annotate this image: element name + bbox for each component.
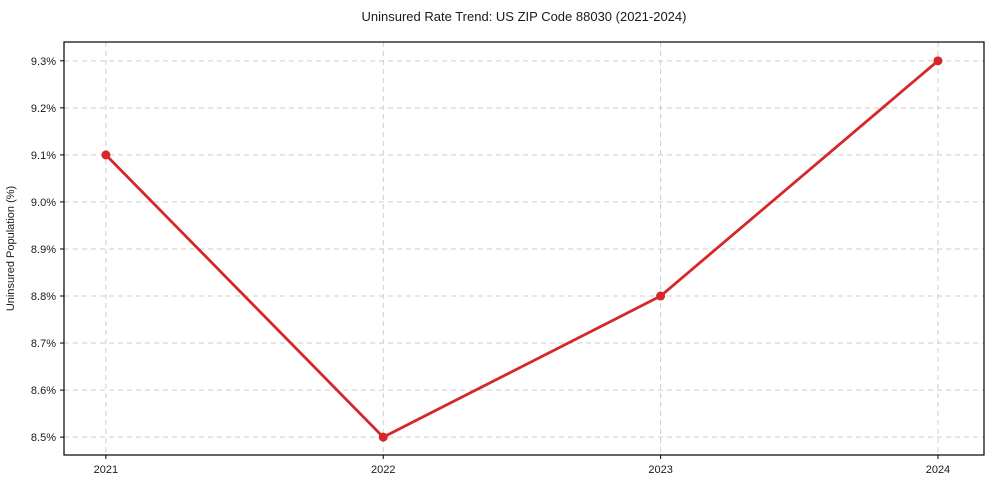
y-tick-label: 9.1% — [31, 150, 56, 162]
x-tick-label: 2023 — [648, 464, 672, 476]
y-tick-label: 8.6% — [31, 385, 56, 397]
y-tick-label: 8.7% — [31, 338, 56, 350]
data-point-marker — [378, 432, 388, 442]
y-axis-label: Uninsured Population (%) — [5, 186, 17, 311]
y-tick-label: 8.5% — [31, 432, 56, 444]
y-tick-label: 9.3% — [31, 56, 56, 68]
y-tick-label: 9.0% — [31, 197, 56, 209]
chart-title: Uninsured Rate Trend: US ZIP Code 88030 … — [361, 9, 687, 24]
x-tick-label: 2022 — [371, 464, 395, 476]
data-point-marker — [933, 56, 943, 66]
x-tick-label: 2024 — [926, 464, 950, 476]
data-point-marker — [656, 291, 666, 301]
y-tick-label: 8.9% — [31, 244, 56, 256]
x-tick-label: 2021 — [94, 464, 118, 476]
series-line — [104, 59, 940, 439]
data-point-marker — [101, 150, 111, 160]
y-tick-label: 8.8% — [31, 291, 56, 303]
y-tick-label: 9.2% — [31, 103, 56, 115]
